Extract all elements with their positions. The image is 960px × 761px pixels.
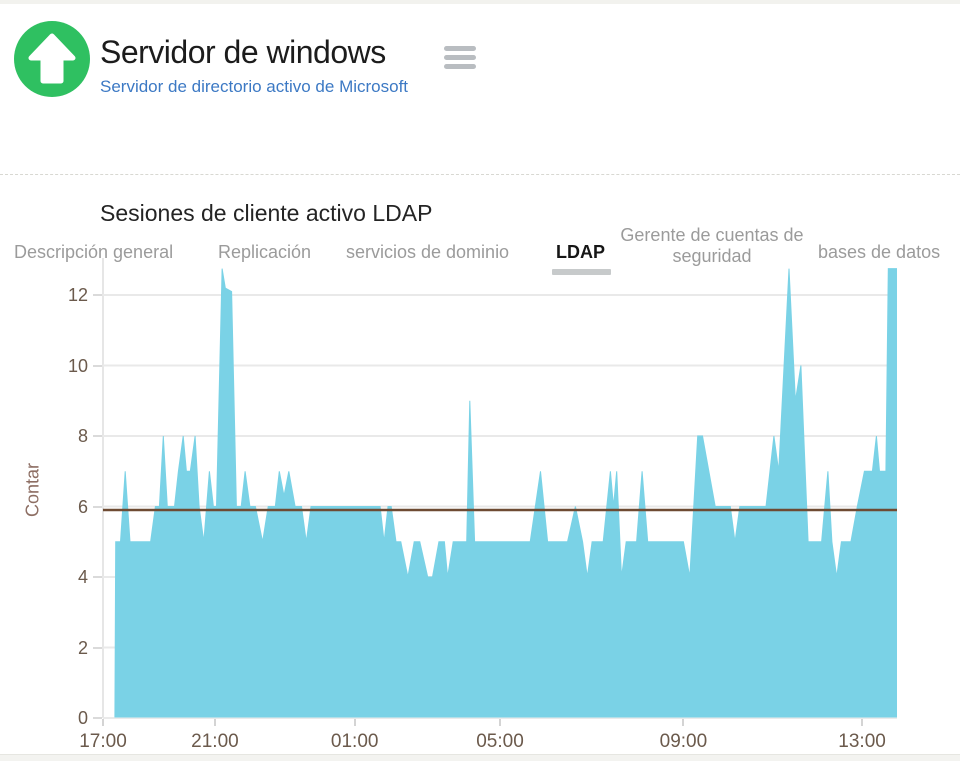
x-tick-mark xyxy=(861,719,864,726)
tab-label: Descripción general xyxy=(14,242,174,262)
x-tick-label: 09:00 xyxy=(659,731,708,752)
y-tick-label: 2 xyxy=(77,637,88,658)
chart-title: Sesiones de cliente activo LDAP xyxy=(100,200,433,226)
y-tick-mark xyxy=(93,294,102,296)
hamburger-menu-icon[interactable] xyxy=(444,46,476,73)
tab-label: servicios de dominio xyxy=(346,242,510,262)
tab-gerente-de-cuentas-de-seguridad[interactable]: Gerente de cuentas de seguridad xyxy=(620,225,804,267)
tab-servicios-de-dominio[interactable]: servicios de dominio xyxy=(346,242,509,263)
area-chart-plot[interactable] xyxy=(103,255,898,725)
y-axis-line xyxy=(102,258,104,718)
x-tick-mark xyxy=(499,719,501,726)
menu-bar xyxy=(444,64,476,69)
tab-ldap[interactable]: LDAP xyxy=(552,242,611,275)
tab-label: Gerente de cuentas de seguridad xyxy=(620,225,804,266)
page-subtitle: Servidor de directorio activo de Microso… xyxy=(100,77,409,96)
y-tick-mark xyxy=(93,646,102,649)
y-tick-label: 6 xyxy=(77,496,88,517)
tab-replicación[interactable]: Replicación xyxy=(218,242,311,263)
x-tick-mark xyxy=(353,719,356,726)
y-tick-label: 8 xyxy=(77,426,88,446)
x-tick-label: 01:00 xyxy=(330,731,379,752)
tab-label: Replicación xyxy=(218,242,312,262)
x-tick-label: 13:00 xyxy=(838,731,886,752)
y-tick-mark xyxy=(93,717,102,719)
x-tick-label: 21:00 xyxy=(191,731,239,752)
menu-bar xyxy=(444,55,476,60)
x-tick-mark xyxy=(213,719,216,726)
x-tick-label: 05:00 xyxy=(476,731,524,752)
header-divider xyxy=(0,174,960,175)
y-tick-label: 0 xyxy=(77,708,88,728)
status-up-icon xyxy=(14,21,90,97)
active-tab-underline xyxy=(552,269,611,275)
tab-label: LDAP xyxy=(556,242,605,262)
y-tick-mark xyxy=(93,364,102,367)
y-tick-mark xyxy=(93,576,102,578)
area-series xyxy=(114,268,898,719)
up-arrow-glyph xyxy=(14,21,90,97)
tab-bar: Descripción general Replicación servicios … xyxy=(0,112,960,275)
tab-descripción-general[interactable]: Descripción general xyxy=(14,242,173,263)
y-tick-label: 4 xyxy=(77,567,88,587)
x-tick-mark xyxy=(102,719,104,726)
tab-label: bases de datos xyxy=(818,242,941,262)
y-tick-mark xyxy=(93,435,102,437)
page-title: Servidor de windows xyxy=(100,34,386,70)
y-tick-label: 10 xyxy=(67,355,88,376)
window-top-edge xyxy=(0,0,960,4)
y-tick-mark xyxy=(93,505,102,508)
y-tick-label: 12 xyxy=(67,285,88,305)
menu-bar xyxy=(444,46,476,51)
tab-bases-de-datos[interactable]: bases de datos xyxy=(818,242,940,263)
x-tick-mark xyxy=(682,719,685,726)
window-bottom-edge xyxy=(0,754,960,761)
x-tick-label: 17:00 xyxy=(79,731,127,752)
